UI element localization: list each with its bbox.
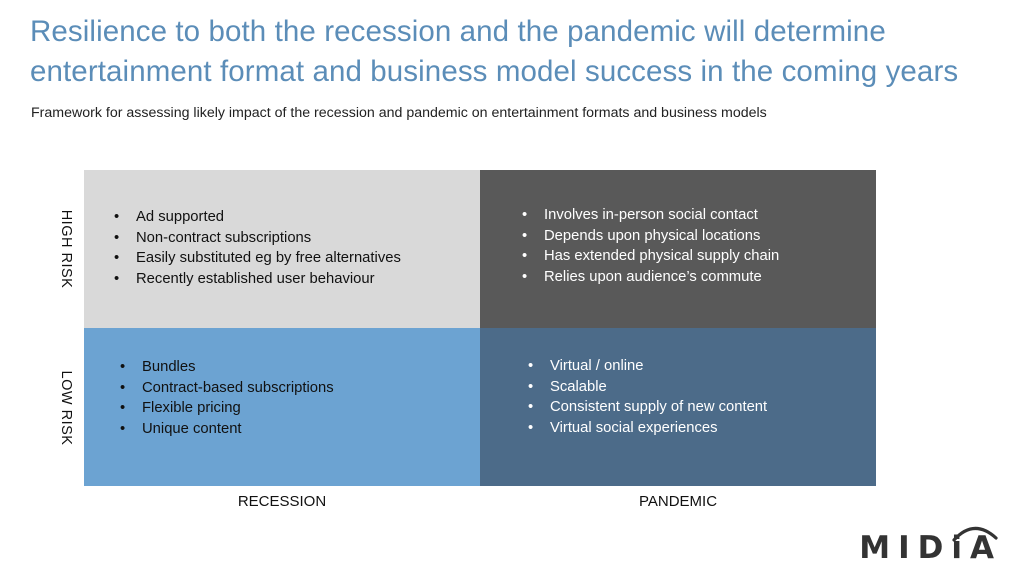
list-item: Easily substituted eg by free alternativ…	[114, 248, 401, 269]
list-item: Virtual social experiences	[528, 418, 767, 439]
quadrant-list: Virtual / online Scalable Consistent sup…	[528, 356, 767, 438]
row-label-high-risk: HIGH RISK	[58, 209, 74, 289]
list-item: Flexible pricing	[120, 398, 334, 419]
quadrant-recession-high-risk: Ad supported Non-contract subscriptions …	[84, 170, 480, 328]
list-item: Ad supported	[114, 207, 401, 228]
list-item: Contract-based subscriptions	[120, 378, 334, 399]
column-label-pandemic: PANDEMIC	[638, 493, 718, 510]
list-item: Relies upon audience’s commute	[522, 267, 779, 288]
quadrant-list: Bundles Contract-based subscriptions Fle…	[120, 357, 334, 439]
quadrant-pandemic-low-risk: Virtual / online Scalable Consistent sup…	[480, 328, 876, 486]
row-label-low-risk: LOW RISK	[58, 370, 74, 446]
list-item: Depends upon physical locations	[522, 226, 779, 247]
quadrant-list: Ad supported Non-contract subscriptions …	[114, 207, 401, 289]
list-item: Bundles	[120, 357, 334, 378]
list-item: Scalable	[528, 377, 767, 398]
quadrant-recession-low-risk: Bundles Contract-based subscriptions Fle…	[84, 328, 480, 486]
quadrant-pandemic-high-risk: Involves in-person social contact Depend…	[480, 170, 876, 328]
quadrant-list: Involves in-person social contact Depend…	[522, 205, 779, 287]
list-item: Has extended physical supply chain	[522, 246, 779, 267]
slide-title: Resilience to both the recession and the…	[30, 15, 959, 88]
list-item: Non-contract subscriptions	[114, 228, 401, 249]
slide-subtitle: Framework for assessing likely impact of…	[31, 105, 767, 121]
column-label-recession: RECESSION	[237, 493, 327, 510]
list-item: Unique content	[120, 419, 334, 440]
list-item: Consistent supply of new content	[528, 397, 767, 418]
logo-text: MIDiA	[859, 530, 1002, 566]
midia-logo	[952, 526, 998, 542]
list-item: Recently established user behaviour	[114, 269, 401, 290]
list-item: Involves in-person social contact	[522, 205, 779, 226]
list-item: Virtual / online	[528, 356, 767, 377]
